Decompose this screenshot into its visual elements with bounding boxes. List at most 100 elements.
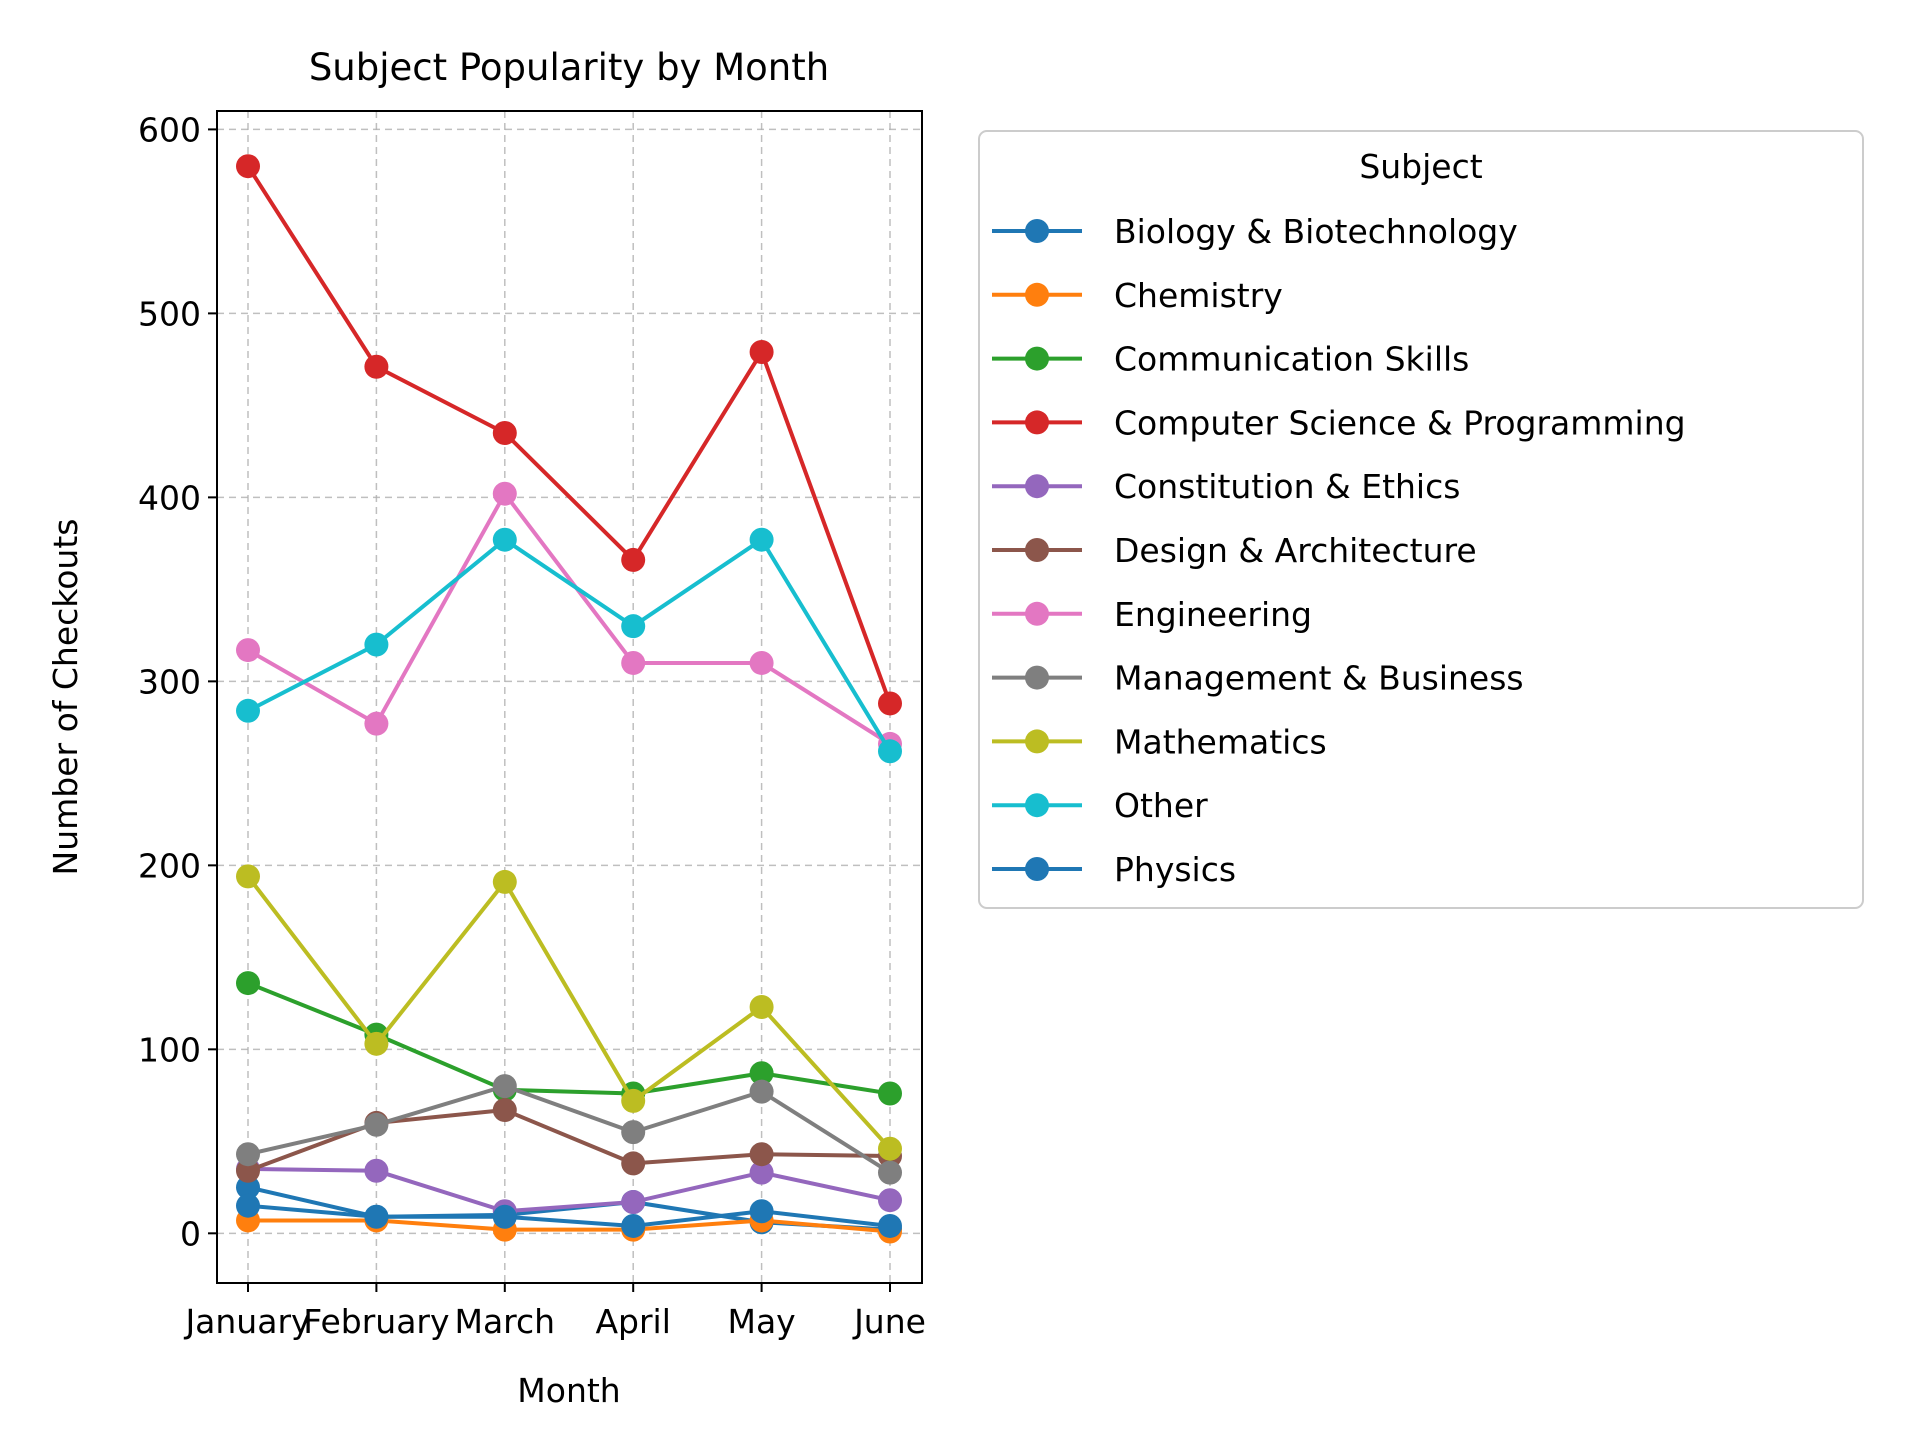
y-tick-label: 200 [138,846,201,885]
legend-label: Design & Architecture [1114,531,1477,570]
legend-label: Chemistry [1114,276,1283,315]
series-line [247,491,892,746]
series-other [236,527,902,764]
data-point [621,650,646,675]
legend-item: Management & Business [992,659,1524,698]
x-tick-label: February [303,1302,449,1341]
data-point [878,691,902,716]
series-line [247,1166,891,1214]
x-tick-label: June [852,1302,926,1341]
legend: Subject Biology & Biotechnology Chemistry… [978,130,1864,909]
series-line [247,1108,891,1173]
legend-label: Mathematics [1114,722,1327,761]
data-point [236,154,260,179]
data-point [878,1213,902,1238]
data-point [749,1142,774,1167]
legend-label: Other [1114,786,1208,825]
data-point [492,869,517,894]
data-point [878,1136,902,1161]
legend-item: Engineering [992,595,1312,634]
y-axis-label: Number of Checkouts [46,519,85,876]
legend-item: Constitution & Ethics [992,467,1460,506]
data-point [749,527,774,552]
y-tick-label: 500 [138,294,201,333]
chart-title: Subject Popularity by Month [309,46,829,89]
plot-frame [216,110,923,1284]
series-line [248,1218,891,1234]
data-point [878,1081,902,1106]
data-point [492,1204,517,1229]
series-computer-science-programming [236,154,902,716]
legend-marker [1025,474,1049,499]
data-point [236,1158,260,1183]
legend-label: Computer Science & Programming [1114,403,1686,442]
legend-item: Chemistry [992,276,1283,315]
data-point [621,547,646,572]
legend-marker [1025,601,1049,626]
y-tick-label: 0 [180,1214,201,1253]
legend-item: Communication Skills [992,340,1469,379]
data-point [749,650,774,675]
y-tick-label: 600 [138,110,201,149]
series-engineering [236,481,902,756]
data-point [878,1160,902,1185]
data-point [492,1074,517,1099]
data-point [364,1158,389,1183]
data-point [364,1112,389,1137]
data-point [492,527,517,552]
legend-item: Biology & Biotechnology [992,212,1518,251]
x-tick-label: January [183,1302,310,1341]
data-point [621,1088,646,1113]
x-axis-label: Month [517,1371,620,1410]
legend-label: Constitution & Ethics [1114,467,1460,506]
series-line [247,537,892,753]
data-point [236,864,260,889]
data-point [364,632,389,657]
data-point [236,638,260,663]
data-point [621,1213,646,1238]
legend-frame [978,130,1864,909]
series-line [247,981,891,1096]
legend-item: Physics [992,850,1236,889]
legend-item: Mathematics [992,722,1327,761]
data-point [749,1061,774,1086]
series-management-business [236,1074,902,1185]
x-tick-label: May [727,1302,795,1341]
data-point [364,711,389,736]
data-point [492,1098,517,1123]
legend-item: Design & Architecture [992,531,1477,570]
data-point [236,971,260,996]
data-point [749,1079,774,1104]
data-point [749,1160,774,1185]
y-tick-label: 300 [138,662,201,701]
series-line [246,165,892,705]
data-point [236,698,260,723]
series-line [246,875,892,1151]
data-point [749,340,774,365]
legend-marker [1025,410,1049,435]
y-tick-label: 400 [138,478,201,517]
data-point [364,1204,389,1229]
legend-item: Computer Science & Programming [992,403,1686,442]
legend-marker [1025,857,1049,881]
data-point [492,481,517,506]
series-mathematics [236,864,902,1161]
legend-marker [1025,538,1049,562]
data-point [236,1193,260,1218]
legend-label: Engineering [1114,595,1312,634]
legend-marker [1025,729,1049,754]
legend-marker [1025,282,1049,307]
data-point [621,1120,646,1145]
data-point [621,1151,646,1176]
data-point [492,420,517,445]
data-point [364,1031,389,1056]
data-point [621,614,646,639]
legend-label: Physics [1114,850,1236,889]
data-point [236,1142,260,1167]
legend-marker [1025,219,1049,243]
data-point [621,1190,646,1215]
data-point [878,1188,902,1213]
data-point [364,354,389,379]
